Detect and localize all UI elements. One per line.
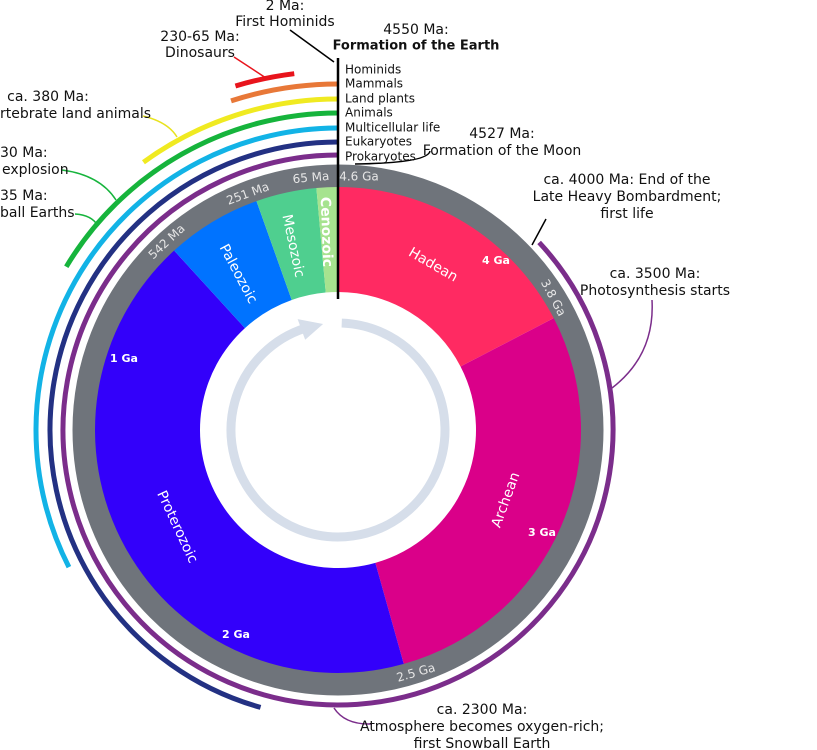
era-wedge — [316, 187, 338, 293]
leader-line — [354, 150, 431, 165]
annotation: 35 Ma: — [0, 188, 48, 204]
lineage-arc — [60, 152, 616, 708]
lineage-label: Prokaryotes — [345, 150, 416, 164]
arrow-head — [297, 319, 324, 340]
leader-line — [333, 707, 373, 725]
era-wedge — [174, 201, 292, 329]
annotation: first Snowball Earth — [414, 736, 551, 750]
annotations: 2 Ma: First Hominids 4550 Ma: Formation … — [0, 0, 730, 750]
lineage-labels: Hominids Mammals Land plants Animals Mul… — [345, 63, 440, 164]
annotation: 230-65 Ma: — [160, 29, 239, 45]
annotation: Late Heavy Bombardment; — [533, 189, 722, 205]
leader-line — [74, 213, 99, 227]
leaders — [61, 29, 653, 725]
annotation: Formation of the Moon — [423, 143, 582, 159]
lineage-arc — [33, 125, 339, 569]
annotation: 2 Ma: — [266, 0, 305, 14]
scale-label: 1 Ga — [110, 352, 138, 365]
annotation: First Hominids — [235, 14, 334, 30]
annotation: Photosynthesis starts — [580, 283, 730, 299]
era-wedge — [338, 187, 554, 367]
scale-label: 2 Ga — [222, 628, 250, 641]
leader-line — [142, 115, 178, 138]
annotation: 4527 Ma: — [469, 126, 534, 142]
leader-line — [233, 56, 267, 79]
annotation: ca. 4000 Ma: End of the — [543, 172, 710, 188]
annotation: ca. 3500 Ma: — [610, 266, 701, 282]
lineage-arc — [64, 110, 339, 269]
boundary-label: 4.6 Ga — [339, 170, 379, 184]
era-wedge — [95, 250, 404, 673]
annotation: Dinosaurs — [165, 45, 235, 61]
lineage-arc — [47, 139, 339, 710]
leader-line — [611, 299, 653, 389]
annotation: rtebrate land animals — [0, 106, 151, 122]
era-wedge — [256, 187, 326, 300]
annotation: ball Earths — [0, 205, 75, 221]
lineage-arc — [230, 81, 339, 104]
shapes — [33, 71, 616, 710]
annotation: first life — [600, 206, 653, 222]
lineage-arc — [141, 96, 339, 165]
lineage-label: Eukaryotes — [345, 135, 412, 149]
lineage-label: Hominids — [345, 63, 401, 77]
scale-labels: 4 Ga 3 Ga 2 Ga 1 Ga — [110, 254, 556, 641]
annotation: ca. 380 Ma: — [7, 89, 89, 105]
time-arrow — [226, 318, 450, 542]
scale-label: 4 Ga — [482, 254, 510, 267]
boundary-label: 65 Ma — [292, 169, 330, 186]
era-wedge — [375, 318, 581, 664]
lineage-label: Animals — [345, 106, 393, 120]
annotation: 30 Ma: — [0, 145, 48, 161]
annotation: ca. 2300 Ma: — [437, 702, 528, 718]
leader-line — [289, 29, 335, 63]
lineage-label: Multicellular life — [345, 121, 440, 135]
leader-line — [531, 218, 547, 246]
annotation: explosion — [2, 162, 69, 178]
leader-line — [61, 169, 117, 201]
annotation: Formation of the Earth — [333, 39, 500, 54]
lineage-arc — [234, 71, 295, 89]
annotation: 4550 Ma: — [383, 22, 448, 38]
era-label: Cenozoic — [317, 197, 335, 268]
lineage-label: Mammals — [345, 77, 403, 91]
lineage-label: Land plants — [345, 92, 415, 106]
scale-label: 3 Ga — [528, 526, 556, 539]
annotation: Atmosphere becomes oxygen-rich; — [360, 719, 604, 735]
